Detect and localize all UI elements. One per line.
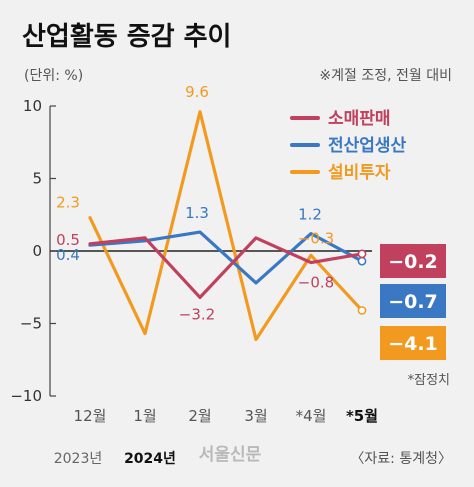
y-tick-label: 10: [23, 97, 42, 115]
series-layer: [88, 110, 367, 342]
end-label-box-2: [380, 326, 446, 360]
data-labels: 2.3 0.50.4 9.6 1.3 −3.2 1.2 −0.3 −0.8: [56, 83, 334, 324]
x-tick-label: *4월: [296, 407, 327, 425]
unit-label: (단위: %): [24, 68, 83, 84]
x-tick-label: 2월: [188, 407, 211, 425]
y-tick-label: 0: [32, 242, 42, 260]
legend-label-1: 전산업생산: [328, 136, 407, 156]
x-tick-label: *5월: [346, 407, 378, 425]
end-label-box-0: [380, 244, 446, 278]
chart-title: 산업활동 증감 추이: [22, 22, 231, 52]
preliminary-note: *잠정치: [408, 373, 450, 388]
source-label: 〈자료: 통계청〉: [350, 451, 452, 467]
x-tick-label: 3월: [244, 407, 267, 425]
legend-label-2: 설비투자: [328, 163, 391, 183]
data-label-1-4: 1.2: [298, 206, 322, 224]
end-label-box-1: [380, 284, 446, 318]
year-2023-label: 2023년: [54, 451, 103, 467]
series-line-0: [88, 236, 364, 299]
data-label-0-0: 0.5: [56, 231, 80, 249]
data-label-2-2: 9.6: [185, 83, 209, 101]
data-label-1-2: 1.3: [185, 204, 209, 222]
data-label-2-0: 2.3: [56, 194, 80, 212]
series-end-marker-0: [357, 249, 367, 259]
x-tick-label: 12월: [74, 407, 107, 425]
series-line-2: [88, 110, 364, 342]
y-tick-label: −5: [20, 315, 42, 333]
y-tick-label: −10: [10, 387, 42, 405]
end-value-labels: −0.2 −0.7 −4.1: [380, 244, 446, 360]
legend-label-0: 소매판매: [328, 109, 391, 129]
data-label-0-4: −0.8: [298, 274, 334, 292]
watermark-logo: 서울신문: [199, 445, 262, 465]
year-2024-label: 2024년: [124, 451, 176, 467]
y-tick-label: 5: [32, 170, 42, 188]
data-label-2-4: −0.3: [298, 229, 334, 247]
data-label-0-2: −3.2: [179, 305, 215, 323]
axes: 10 5 0 −5 −10 12월 1월 2월 3월 *4월 *5월: [10, 97, 378, 425]
adjustment-note: ※계절 조정, 전월 대비: [319, 68, 452, 84]
data-label-1-0: 0.4: [56, 246, 80, 264]
end-label-2: −4.1: [388, 333, 438, 355]
series-end-marker-1: [357, 256, 367, 266]
end-label-1: −0.7: [388, 291, 438, 313]
x-tick-label: 1월: [133, 407, 156, 425]
series-line-1: [88, 230, 364, 285]
series-end-marker-2: [357, 306, 367, 315]
end-label-0: −0.2: [388, 251, 438, 273]
